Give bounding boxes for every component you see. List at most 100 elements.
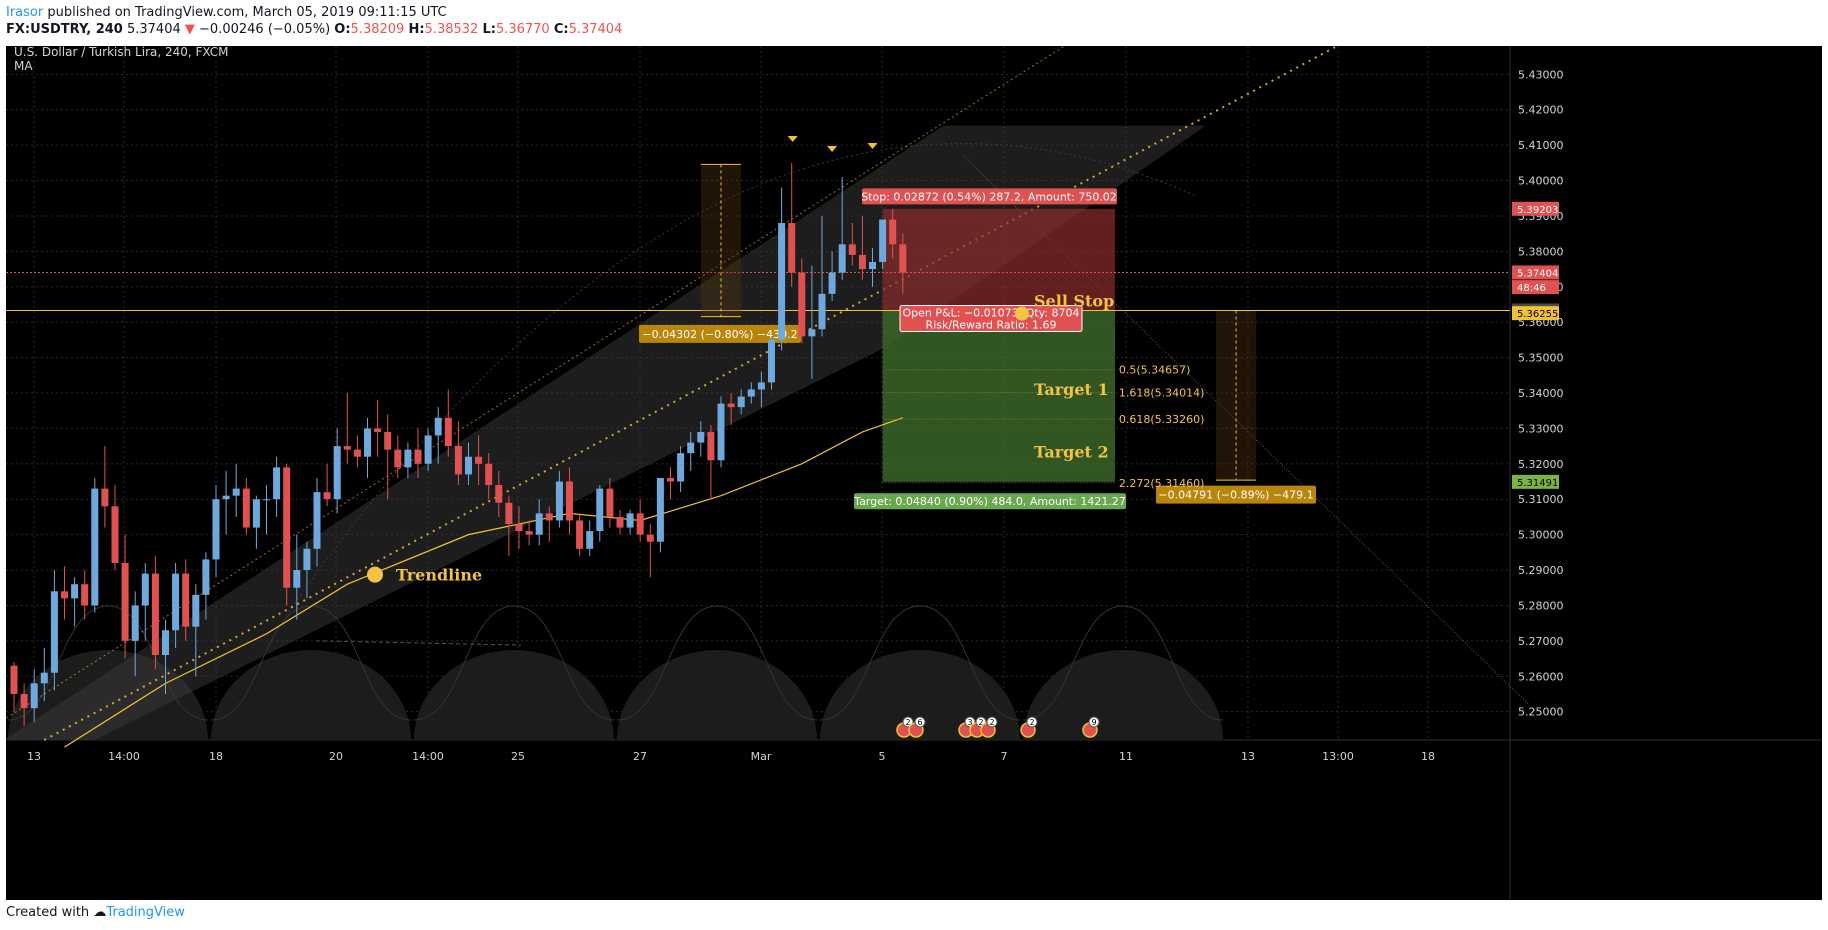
event-count-badge bbox=[902, 716, 914, 728]
cycle-wave bbox=[413, 605, 615, 721]
fib-label: 0.618(5.33260) bbox=[1119, 413, 1205, 426]
candle-up bbox=[687, 442, 695, 454]
candle-up bbox=[737, 396, 745, 408]
author-link[interactable]: Irasor bbox=[6, 5, 44, 20]
candle-up bbox=[364, 428, 371, 457]
y-tick-label: 5.25000 bbox=[1518, 706, 1564, 719]
candle-down bbox=[646, 534, 654, 542]
published-text: published on TradingView.com, March 05, … bbox=[43, 5, 447, 20]
candle-up bbox=[131, 605, 139, 641]
arc-curve bbox=[285, 143, 1197, 617]
candle-down bbox=[566, 481, 573, 521]
candle-up bbox=[768, 339, 775, 383]
candle-down bbox=[667, 477, 674, 482]
down-arrow-icon: ▼ bbox=[184, 22, 195, 37]
high-label: H: bbox=[408, 22, 425, 37]
candle-up bbox=[869, 261, 876, 270]
y-tick-label: 5.43000 bbox=[1518, 68, 1564, 81]
candle-down bbox=[525, 531, 533, 535]
candle-up bbox=[404, 449, 412, 468]
candle-down bbox=[545, 513, 553, 521]
candle-up bbox=[757, 382, 765, 390]
candle-up bbox=[747, 389, 755, 397]
x-tick-label: 7 bbox=[1001, 750, 1008, 763]
price-chart[interactable]: 13 14:00 18 20 14:00 25 27 Mar 5 7 11 13 13:00 18 5.43… bbox=[6, 46, 1822, 900]
candle-up bbox=[273, 467, 281, 500]
price-tag-bg bbox=[1512, 280, 1559, 295]
event-count: 6 bbox=[917, 718, 922, 727]
candle-up bbox=[333, 446, 341, 500]
candle-down bbox=[636, 513, 644, 535]
price-tag: 5.39203 bbox=[1517, 205, 1558, 216]
pnl-label: Open P&L: −0.01073, Qty: 8704 bbox=[903, 307, 1080, 320]
event-count: 2 bbox=[978, 718, 983, 727]
candle-up bbox=[818, 293, 826, 330]
x-tick-label: 11 bbox=[1119, 750, 1133, 763]
y-tick-label: 5.29000 bbox=[1518, 564, 1564, 577]
measure-label: −0.04791 (−0.89%) −479.1 bbox=[1158, 489, 1313, 502]
candle-down bbox=[20, 693, 28, 709]
event-count-badge bbox=[914, 716, 926, 728]
cycle-arc bbox=[1023, 650, 1223, 740]
candle-up bbox=[879, 219, 887, 262]
y-tick-label: 5.42000 bbox=[1518, 104, 1564, 117]
x-tick-label: 13 bbox=[1241, 750, 1255, 763]
candle-up bbox=[535, 513, 543, 535]
footer: Created with ☁TradingView bbox=[6, 905, 185, 920]
trendline-marker bbox=[367, 566, 383, 583]
target-label: Target: 0.04840 (0.90%) 484.0, Amount: 1… bbox=[853, 495, 1126, 508]
candle-up bbox=[838, 244, 846, 273]
candle-down bbox=[606, 488, 614, 517]
target2-label: Target 2 bbox=[1034, 442, 1109, 461]
pnl-box bbox=[899, 305, 1083, 333]
x-tick-label: 13 bbox=[27, 750, 41, 763]
trendline-label: Trendline bbox=[396, 566, 482, 585]
price-tag-bg bbox=[1512, 201, 1559, 216]
candle-down bbox=[727, 403, 735, 408]
price-tag: 5.36255 bbox=[1517, 309, 1558, 320]
candle-up bbox=[677, 453, 685, 482]
candle-down bbox=[394, 449, 402, 468]
y-tick-label: 5.40000 bbox=[1518, 175, 1564, 188]
candle-down bbox=[616, 516, 624, 528]
low-label: L: bbox=[482, 22, 496, 37]
candle-up bbox=[586, 531, 594, 549]
stop-zone bbox=[882, 208, 1115, 311]
created-with-text: Created with bbox=[6, 905, 90, 920]
price-tag: 5.37404 bbox=[1517, 268, 1558, 279]
candle-up bbox=[91, 488, 99, 606]
candle-down bbox=[515, 524, 523, 532]
candle-up bbox=[656, 477, 664, 542]
candle-up bbox=[313, 492, 321, 549]
candle-down bbox=[384, 431, 392, 450]
x-tick-label: 14:00 bbox=[412, 750, 444, 763]
chart-area[interactable]: 13 14:00 18 20 14:00 25 27 Mar 5 7 11 13 13:00 18 5.43… bbox=[6, 46, 1822, 900]
rr-label: Risk/Reward Ratio: 1.69 bbox=[926, 319, 1057, 332]
candle-down bbox=[121, 562, 129, 641]
candle-down bbox=[374, 428, 382, 432]
cycle-arc bbox=[414, 650, 614, 740]
candle-down bbox=[151, 573, 159, 656]
price-change: −0.00246 (−0.05%) bbox=[199, 22, 331, 37]
measure-label-bg bbox=[639, 324, 801, 343]
candle-down bbox=[485, 463, 493, 486]
x-tick-label: 27 bbox=[633, 750, 647, 763]
cycle-wave bbox=[1022, 605, 1224, 721]
y-tick-label: 5.35000 bbox=[1518, 352, 1564, 365]
candle-down bbox=[182, 573, 190, 627]
candle-up bbox=[778, 223, 786, 340]
candle-up bbox=[303, 548, 311, 571]
pivot-marker bbox=[827, 146, 838, 152]
measure-label-bg bbox=[1156, 485, 1316, 504]
ohlc-line: FX:USDTRY, 240 5.37404 ▼ −0.00246 (−0.05… bbox=[6, 22, 622, 37]
y-tick-label: 5.31000 bbox=[1518, 493, 1564, 506]
fib-label: 2.272(5.31460) bbox=[1119, 477, 1205, 490]
tradingview-link[interactable]: TradingView bbox=[106, 905, 185, 920]
indicator-label: MA bbox=[14, 59, 33, 73]
candle-up bbox=[626, 513, 634, 528]
symbol-label: FX:USDTRY, 240 bbox=[6, 22, 123, 37]
open-label: O: bbox=[334, 22, 351, 37]
candle-up bbox=[141, 573, 149, 606]
sell-stop-marker bbox=[1015, 306, 1029, 321]
dashed-segment bbox=[315, 640, 522, 646]
